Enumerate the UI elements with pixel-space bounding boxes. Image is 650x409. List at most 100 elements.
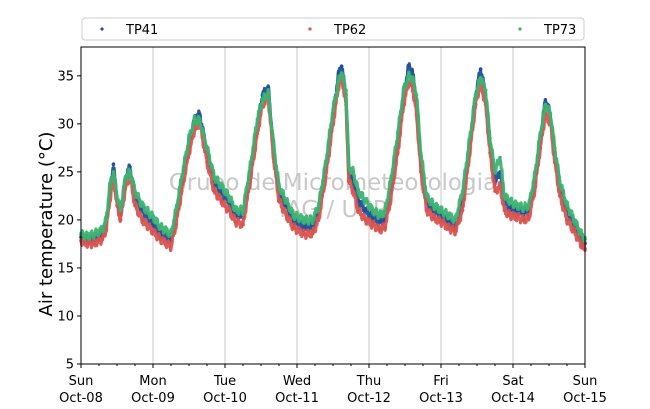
data-point bbox=[140, 218, 144, 222]
data-point bbox=[316, 203, 321, 208]
data-point bbox=[378, 220, 382, 224]
data-point bbox=[507, 198, 512, 203]
legend-label: TP73 bbox=[543, 23, 576, 38]
data-point bbox=[410, 75, 415, 80]
data-point bbox=[378, 227, 382, 232]
data-point bbox=[424, 194, 429, 198]
data-point bbox=[414, 93, 419, 97]
data-point bbox=[502, 194, 507, 198]
data-point bbox=[396, 150, 400, 155]
data-point bbox=[234, 220, 238, 224]
x-tick-date-label: Oct-12 bbox=[347, 391, 391, 406]
legend-box bbox=[81, 17, 585, 41]
data-point bbox=[158, 224, 162, 229]
data-point bbox=[118, 208, 123, 213]
data-point bbox=[446, 213, 451, 217]
data-point bbox=[401, 88, 406, 92]
data-point bbox=[104, 218, 108, 222]
data-point bbox=[234, 208, 238, 213]
data-point bbox=[498, 155, 502, 160]
x-tick-date-label: Oct-13 bbox=[419, 391, 463, 406]
data-point bbox=[383, 210, 387, 214]
x-axis-ticks: Sun Oct-08 Mon Oct-09 Tue Oct-10 Wed Oct-11 Thu O… bbox=[59, 364, 607, 406]
data-point bbox=[291, 213, 296, 217]
data-point bbox=[311, 231, 315, 236]
data-point bbox=[111, 170, 116, 174]
data-point bbox=[255, 117, 260, 121]
data-point bbox=[212, 174, 216, 179]
data-point bbox=[219, 198, 224, 203]
series-tp73 bbox=[79, 70, 587, 243]
data-point bbox=[370, 222, 375, 227]
data-point bbox=[502, 208, 507, 213]
data-point bbox=[133, 203, 137, 208]
data-point bbox=[514, 215, 519, 219]
data-point bbox=[174, 208, 178, 213]
data-point bbox=[151, 215, 155, 219]
series-layer bbox=[79, 62, 587, 253]
x-tick-day-label: Sun bbox=[573, 374, 598, 389]
data-point bbox=[111, 162, 116, 166]
data-point bbox=[356, 208, 361, 213]
data-point bbox=[351, 189, 356, 193]
data-point bbox=[558, 179, 562, 184]
data-point bbox=[339, 71, 344, 75]
data-point bbox=[432, 216, 436, 220]
x-tick-day-label: Tue bbox=[213, 374, 236, 389]
data-point bbox=[579, 243, 584, 247]
data-point bbox=[522, 205, 526, 210]
data-point bbox=[260, 98, 265, 102]
x-tick-day-label: Mon bbox=[139, 374, 166, 389]
data-point bbox=[248, 165, 252, 169]
data-point bbox=[93, 241, 98, 245]
x-tick-date-label: Oct-09 bbox=[131, 391, 175, 406]
data-point bbox=[363, 208, 368, 213]
data-point bbox=[532, 174, 537, 179]
legend-label: TP62 bbox=[333, 23, 366, 38]
y-tick-label: 15 bbox=[57, 261, 74, 276]
y-axis-label: Air temperature (°C) bbox=[36, 132, 57, 317]
data-point bbox=[226, 194, 231, 198]
data-point bbox=[316, 218, 321, 222]
data-point bbox=[187, 136, 191, 141]
legend-marker bbox=[100, 27, 104, 31]
data-point bbox=[419, 150, 423, 155]
y-tick-label: 25 bbox=[57, 165, 74, 180]
data-point bbox=[460, 189, 465, 193]
data-point bbox=[93, 231, 98, 236]
data-point bbox=[388, 198, 393, 203]
legend-item-tp73: TP73 bbox=[518, 23, 576, 38]
data-point bbox=[351, 170, 356, 174]
legend-item-tp41: TP41 bbox=[100, 23, 158, 38]
x-tick-day-label: Fri bbox=[433, 374, 449, 389]
legend: TP41 TP62 TP73 bbox=[81, 17, 585, 41]
data-point bbox=[396, 131, 400, 136]
x-tick-day-label: Wed bbox=[283, 374, 311, 389]
data-point bbox=[151, 229, 155, 234]
data-point bbox=[553, 146, 557, 150]
legend-label: TP41 bbox=[125, 23, 158, 38]
x-tick-date-label: Oct-10 bbox=[203, 391, 247, 406]
data-point bbox=[424, 208, 429, 213]
data-point bbox=[133, 189, 137, 193]
data-point bbox=[579, 232, 584, 237]
data-point bbox=[337, 78, 341, 83]
data-point bbox=[488, 136, 492, 141]
data-point bbox=[284, 213, 289, 217]
data-point bbox=[241, 222, 245, 227]
data-point bbox=[356, 189, 361, 193]
data-point bbox=[558, 194, 562, 198]
data-point bbox=[180, 189, 184, 193]
data-point bbox=[198, 119, 202, 123]
x-tick-date-label: Oct-14 bbox=[491, 391, 535, 406]
data-point bbox=[347, 179, 351, 184]
data-point bbox=[158, 237, 162, 241]
data-point bbox=[140, 203, 144, 208]
y-tick-label: 35 bbox=[57, 69, 74, 84]
data-point bbox=[493, 189, 497, 193]
data-point bbox=[128, 170, 132, 174]
data-point bbox=[468, 136, 472, 141]
data-point bbox=[453, 218, 458, 222]
data-point bbox=[212, 189, 216, 193]
data-point bbox=[115, 194, 119, 198]
